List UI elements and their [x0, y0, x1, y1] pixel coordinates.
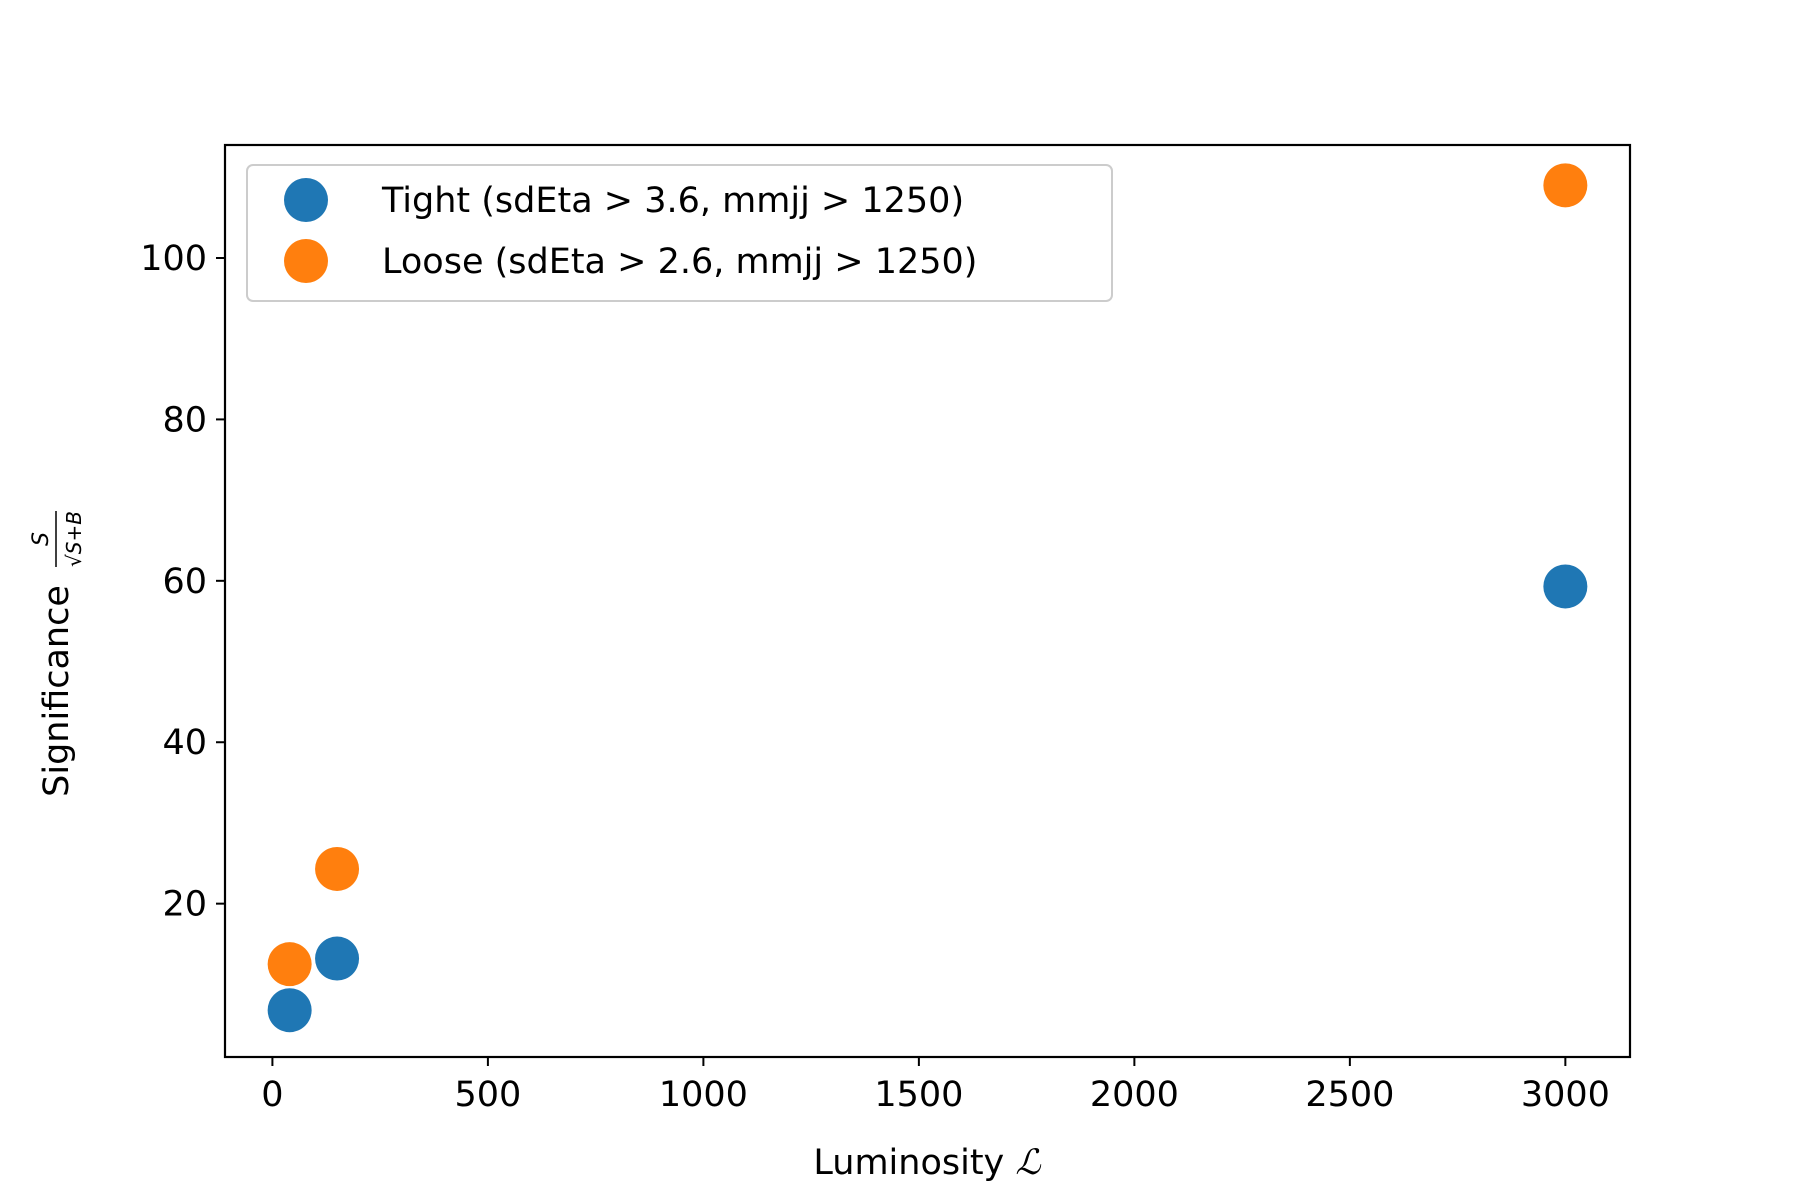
x-axis-label-symbol: ℒ — [1015, 1143, 1041, 1183]
x-tick-label: 2500 — [1305, 1075, 1394, 1115]
axis-ticks: 0 500 1000 1500 2000 2500 3000 20 40 60 80 100 — [140, 239, 1610, 1115]
y-tick-label: 20 — [162, 885, 207, 925]
data-point-series-1 — [315, 936, 360, 981]
data-point-series-1 — [267, 988, 312, 1033]
legend: Tight (sdEta > 3.6, mmjj > 1250) Loose (s… — [246, 164, 1113, 302]
plot-frame — [223, 143, 1632, 1059]
x-tick-label: 2000 — [1090, 1075, 1179, 1115]
legend-box — [246, 164, 1113, 302]
y-tick-label: 40 — [162, 723, 207, 763]
y-axis-fraction-numerator: S — [29, 532, 54, 546]
x-axis-label: Luminosity ℒ — [813, 1143, 1041, 1183]
x-tick-label: 1500 — [874, 1075, 963, 1115]
legend-marker-series-1 — [284, 178, 328, 222]
legend-marker-series-2 — [284, 239, 328, 283]
x-tick-label: 0 — [261, 1075, 283, 1115]
data-point-series-1 — [1543, 564, 1588, 609]
y-tick-label: 80 — [162, 400, 207, 440]
data-point-series-2 — [1543, 163, 1588, 208]
x-tick-label: 3000 — [1521, 1075, 1610, 1115]
y-axis-label-text: Significance — [37, 585, 77, 797]
y-tick-label: 100 — [140, 239, 207, 279]
x-tick-label: 500 — [454, 1075, 521, 1115]
x-tick-label: 1000 — [659, 1075, 748, 1115]
y-axis-fraction-denominator: √S+B — [62, 511, 86, 567]
legend-label-series-2: Loose (sdEta > 2.6, mmjj > 1250) — [382, 242, 977, 282]
y-axis-label: Significance S √S+B — [29, 511, 86, 797]
data-point-series-2 — [315, 846, 360, 891]
y-tick-label: 60 — [162, 562, 207, 602]
legend-label-series-1: Tight (sdEta > 3.6, mmjj > 1250) — [381, 181, 964, 221]
data-points — [267, 163, 1588, 1033]
x-axis-label-text: Luminosity — [813, 1143, 1004, 1183]
data-point-series-2 — [267, 942, 312, 987]
